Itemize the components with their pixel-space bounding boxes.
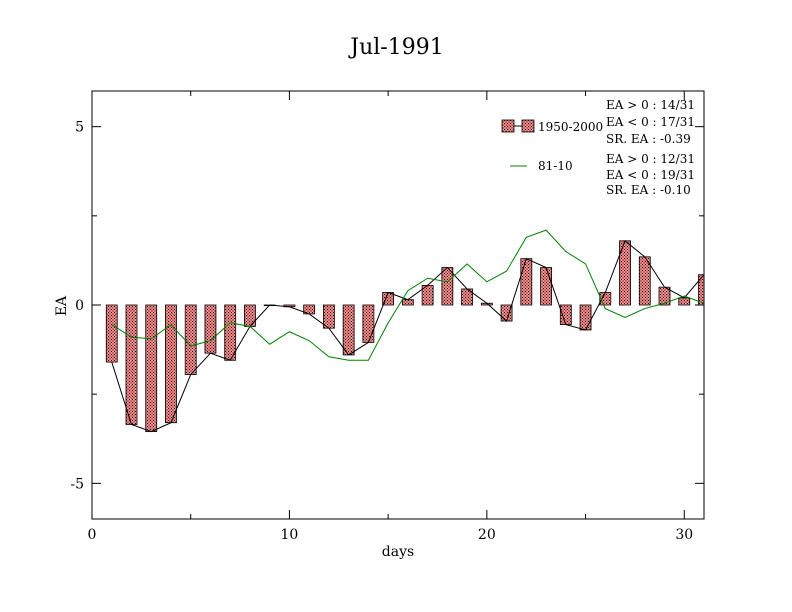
bar-day-8 <box>244 304 256 327</box>
bar-day-3 <box>145 304 158 433</box>
plot-marks <box>105 229 704 433</box>
bar-day-23 <box>540 267 552 306</box>
y-tick-label: 0 <box>75 298 84 314</box>
bar-day-30 <box>678 297 691 306</box>
stats-line: EA > 0 : 12/31 <box>606 152 695 166</box>
legend-label-81-10: 81-10 <box>538 159 573 173</box>
bar-day-16 <box>401 299 414 306</box>
chart-title: Jul-1991 <box>348 35 443 60</box>
stats-line: SR. EA : -0.10 <box>606 183 691 197</box>
bar-day-25 <box>579 304 592 331</box>
x-tick-label: 30 <box>675 527 693 543</box>
bar-day-14 <box>362 304 375 343</box>
bar-day-5 <box>184 304 197 375</box>
y-tick-label: -5 <box>70 476 84 492</box>
legend-bar-swatch-left <box>501 119 515 133</box>
bar-day-6 <box>204 304 217 354</box>
legend-bar-swatch-right <box>521 119 535 133</box>
x-axis-label: days <box>382 544 414 560</box>
bar-day-4 <box>165 304 177 424</box>
y-axis-label: EA <box>54 295 70 316</box>
stats-line: EA > 0 : 14/31 <box>606 98 695 112</box>
stats-line: SR. EA : -0.39 <box>606 132 691 146</box>
series-line-1950-2000 <box>111 239 704 433</box>
stats-line: EA < 0 : 17/31 <box>606 115 695 129</box>
stats-line: EA < 0 : 19/31 <box>606 168 695 182</box>
bar-day-28 <box>638 256 651 306</box>
bar-day-2 <box>125 304 138 425</box>
legend: 1950-2000 81-10 <box>501 119 603 173</box>
bar-day-22 <box>520 258 533 306</box>
x-tick-label: 10 <box>281 527 299 543</box>
bar-day-1 <box>105 304 118 363</box>
series-line-81-10 <box>111 229 704 361</box>
bar-day-13 <box>342 304 355 356</box>
bar-day-12 <box>323 304 335 329</box>
bar-day-7 <box>224 304 237 361</box>
legend-label-1950-2000: 1950-2000 <box>538 120 603 134</box>
stats-block: EA > 0 : 14/31 EA < 0 : 17/31 SR. EA : -… <box>606 98 695 197</box>
x-tick-label: 0 <box>88 527 97 543</box>
y-tick-label: 5 <box>75 120 84 136</box>
bar-day-18 <box>441 267 454 306</box>
x-tick-label: 20 <box>478 527 496 543</box>
bar-day-31 <box>698 274 704 306</box>
axis-ticks: 0 10 20 30 5 0 -5 <box>70 91 704 543</box>
